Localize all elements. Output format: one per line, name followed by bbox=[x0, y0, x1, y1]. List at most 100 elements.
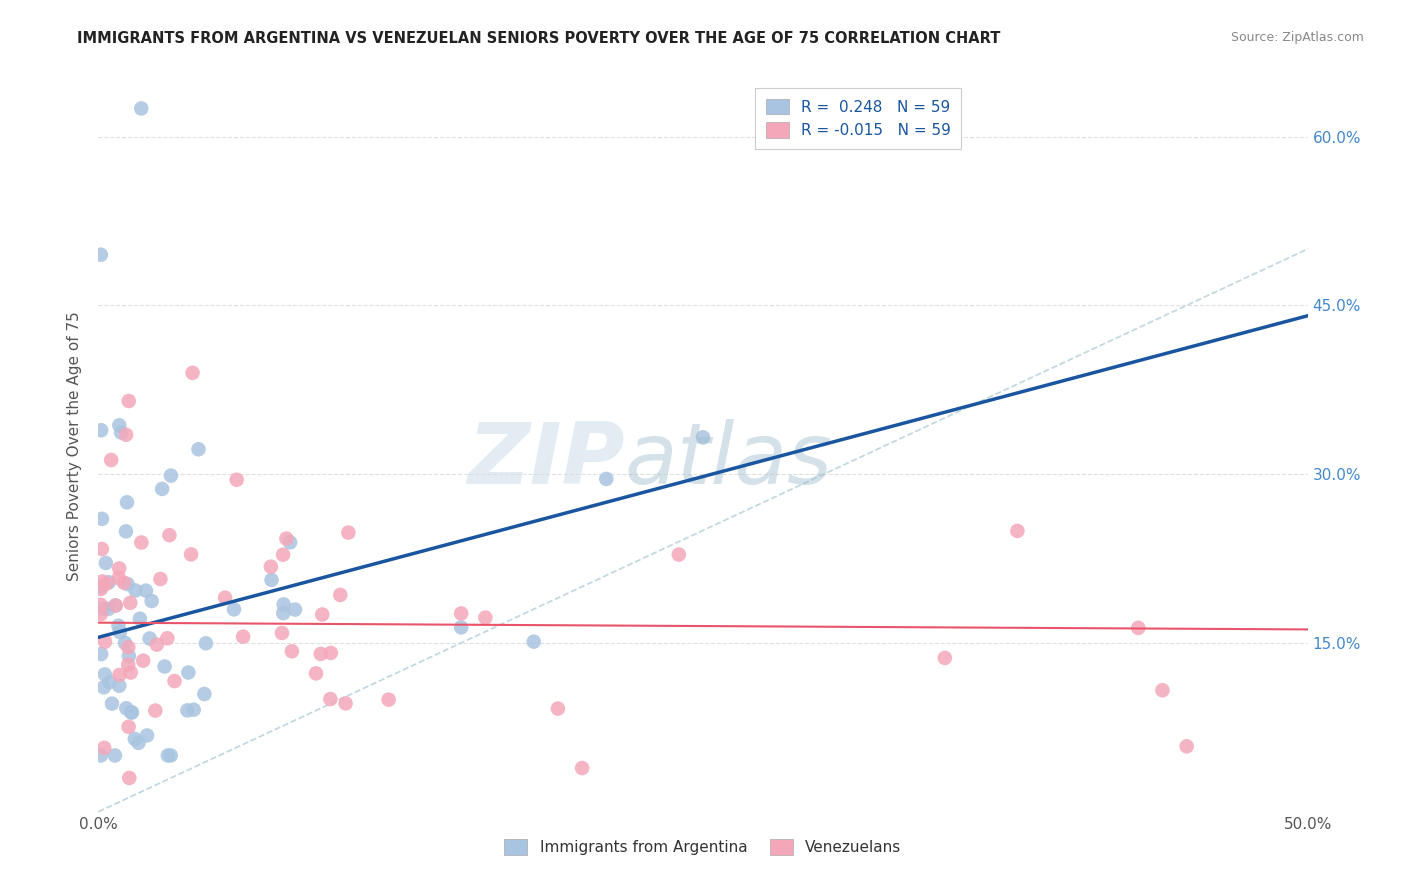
Point bbox=[159, 748, 181, 763]
Point bbox=[225, 473, 247, 487]
Point bbox=[90, 580, 112, 594]
Point bbox=[1175, 739, 1198, 754]
Point bbox=[181, 366, 204, 380]
Point bbox=[271, 626, 294, 640]
Point bbox=[329, 588, 352, 602]
Point bbox=[120, 705, 142, 719]
Point bbox=[377, 692, 399, 706]
Point bbox=[90, 598, 112, 612]
Point bbox=[93, 740, 115, 755]
Point bbox=[309, 647, 332, 661]
Point bbox=[305, 666, 328, 681]
Point bbox=[450, 620, 472, 634]
Point bbox=[187, 442, 209, 457]
Point bbox=[90, 512, 112, 526]
Point bbox=[101, 697, 124, 711]
Point bbox=[112, 575, 135, 590]
Point bbox=[547, 701, 569, 715]
Point bbox=[474, 610, 496, 624]
Point bbox=[104, 748, 127, 763]
Point bbox=[129, 612, 152, 626]
Point bbox=[110, 425, 132, 440]
Point bbox=[118, 394, 141, 409]
Point bbox=[232, 630, 254, 644]
Point bbox=[143, 704, 166, 718]
Point bbox=[97, 602, 120, 616]
Point bbox=[100, 453, 122, 467]
Legend: Immigrants from Argentina, Venezuelans: Immigrants from Argentina, Venezuelans bbox=[496, 831, 910, 863]
Point bbox=[108, 418, 131, 433]
Point bbox=[107, 571, 129, 585]
Point bbox=[117, 657, 139, 672]
Point bbox=[523, 634, 546, 648]
Point bbox=[271, 606, 294, 620]
Point bbox=[150, 482, 173, 496]
Point bbox=[311, 607, 333, 622]
Point bbox=[159, 528, 181, 542]
Point bbox=[276, 532, 298, 546]
Point bbox=[118, 771, 141, 785]
Text: atlas: atlas bbox=[624, 419, 832, 502]
Point bbox=[260, 559, 283, 574]
Text: ZIP: ZIP bbox=[467, 419, 624, 502]
Point bbox=[281, 644, 304, 658]
Point bbox=[94, 667, 117, 681]
Point bbox=[115, 495, 138, 509]
Point bbox=[1152, 683, 1174, 698]
Point bbox=[120, 665, 142, 680]
Point bbox=[124, 583, 146, 598]
Point bbox=[177, 665, 200, 680]
Point bbox=[132, 654, 155, 668]
Point bbox=[129, 102, 152, 116]
Point bbox=[183, 703, 205, 717]
Point bbox=[117, 640, 139, 655]
Point bbox=[136, 729, 159, 743]
Point bbox=[214, 591, 236, 605]
Point bbox=[94, 635, 117, 649]
Point bbox=[156, 748, 179, 763]
Point bbox=[153, 659, 176, 673]
Point bbox=[146, 638, 169, 652]
Point bbox=[194, 636, 217, 650]
Point bbox=[222, 602, 245, 616]
Point bbox=[124, 731, 146, 746]
Point bbox=[93, 681, 115, 695]
Point bbox=[91, 601, 114, 615]
Point bbox=[180, 548, 202, 562]
Point bbox=[335, 697, 357, 711]
Point bbox=[117, 720, 139, 734]
Point bbox=[176, 703, 198, 717]
Text: IMMIGRANTS FROM ARGENTINA VS VENEZUELAN SENIORS POVERTY OVER THE AGE OF 75 CORRE: IMMIGRANTS FROM ARGENTINA VS VENEZUELAN … bbox=[77, 31, 1001, 46]
Point bbox=[141, 594, 163, 608]
Point bbox=[97, 575, 120, 590]
Point bbox=[108, 624, 131, 639]
Point bbox=[135, 583, 157, 598]
Point bbox=[271, 548, 294, 562]
Point bbox=[121, 706, 143, 720]
Point bbox=[91, 574, 114, 589]
Point bbox=[149, 572, 172, 586]
Point bbox=[273, 598, 295, 612]
Point bbox=[668, 548, 690, 562]
Point bbox=[94, 556, 117, 570]
Point bbox=[319, 692, 342, 706]
Point bbox=[108, 679, 131, 693]
Point bbox=[107, 619, 129, 633]
Point bbox=[319, 646, 342, 660]
Point bbox=[571, 761, 593, 775]
Point bbox=[117, 577, 139, 591]
Point bbox=[450, 607, 472, 621]
Point bbox=[163, 674, 186, 689]
Point bbox=[108, 561, 131, 575]
Point bbox=[934, 651, 956, 665]
Point bbox=[118, 648, 141, 663]
Point bbox=[90, 607, 112, 621]
Point bbox=[160, 468, 183, 483]
Point bbox=[115, 524, 138, 539]
Point bbox=[595, 472, 617, 486]
Point bbox=[120, 596, 142, 610]
Point bbox=[90, 248, 112, 262]
Point bbox=[90, 647, 112, 661]
Point bbox=[337, 525, 360, 540]
Point bbox=[108, 668, 131, 682]
